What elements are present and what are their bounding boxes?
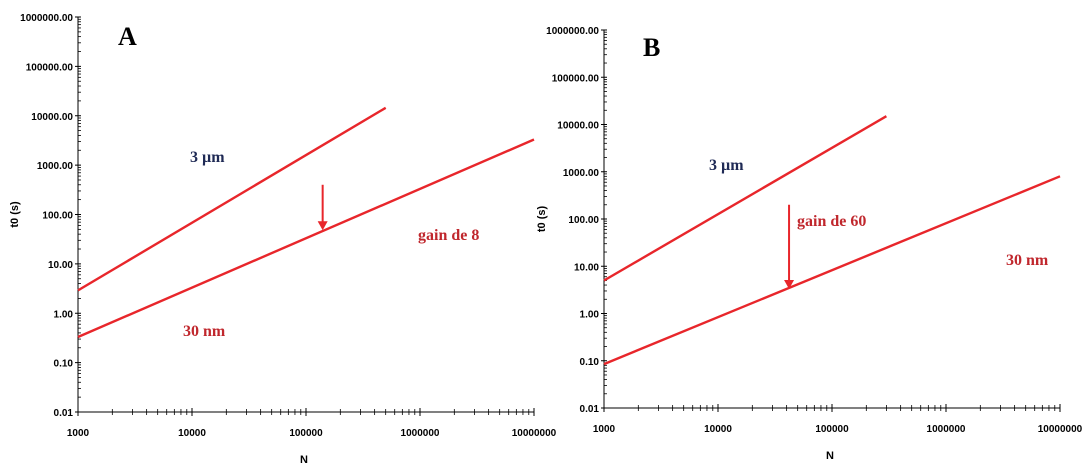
y-tick-label: 0.01 xyxy=(54,408,74,419)
x-tick-label: 10000000 xyxy=(1038,424,1083,435)
x-tick-label: 1000 xyxy=(593,424,616,435)
y-tick-label: 10000.00 xyxy=(557,121,599,132)
panel-letter: A xyxy=(118,22,137,51)
panel-b: 0.01 0.10 1.00 10.00 100.00 1000.00 10000.00 10… xyxy=(536,26,1083,462)
x-tick-label: 100000 xyxy=(289,428,323,439)
y-tick-label: 100000.00 xyxy=(552,73,600,84)
x-tick-label: 1000 xyxy=(67,428,90,439)
y-tick-label: 10.00 xyxy=(48,260,73,271)
y-tick-label: 1.00 xyxy=(54,309,74,320)
y-tick-label: 1.00 xyxy=(580,310,600,321)
x-tick-label: 1000000 xyxy=(927,424,966,435)
series-line-30nm xyxy=(77,138,535,339)
x-tick-label: 10000000 xyxy=(512,428,557,439)
y-tick-label: 10.00 xyxy=(574,262,599,273)
y-axis-title: t0 (s) xyxy=(536,206,548,233)
y-tick-label: 0.10 xyxy=(580,357,600,368)
y-tick-label: 100.00 xyxy=(42,211,73,222)
y-tick-label: 100000.00 xyxy=(26,62,74,73)
y-tick-label: 1000.00 xyxy=(37,161,74,172)
y-tick-label: 10000.00 xyxy=(31,112,73,123)
series-line-30nm xyxy=(603,175,1061,366)
gain-arrow-head xyxy=(317,221,328,231)
gain-arrow-head xyxy=(784,280,795,290)
series-label-30nm: 30 nm xyxy=(183,323,226,340)
y-tick-label: 100.00 xyxy=(568,215,599,226)
y-tick-label: 1000.00 xyxy=(563,168,600,179)
x-axis-title: N xyxy=(826,450,834,462)
x-axis-title: N xyxy=(300,454,308,466)
y-axis-title: t0 (s) xyxy=(9,201,21,228)
x-tick-label: 100000 xyxy=(815,424,849,435)
y-tick-label: 0.10 xyxy=(54,359,74,370)
series-label-3um: 3 µm xyxy=(190,149,225,166)
y-tick-label: 0.01 xyxy=(580,404,600,415)
panel-a: 0.01 0.10 1.00 10.00 100.00 1000.00 10000.00 10… xyxy=(9,13,557,466)
gain-annotation: gain de 60 xyxy=(797,213,866,230)
gain-annotation: gain de 8 xyxy=(418,227,479,244)
y-tick-label: 1000000.00 xyxy=(20,13,73,24)
panel-letter: B xyxy=(643,33,660,62)
x-tick-label: 10000 xyxy=(704,424,732,435)
series-line-3um xyxy=(603,115,888,282)
series-label-3um: 3 µm xyxy=(709,157,744,174)
x-tick-label: 1000000 xyxy=(401,428,440,439)
y-tick-label: 1000000.00 xyxy=(546,26,599,37)
series-line-3um xyxy=(77,106,387,292)
series-label-30nm: 30 nm xyxy=(1006,252,1049,269)
x-tick-label: 10000 xyxy=(178,428,206,439)
